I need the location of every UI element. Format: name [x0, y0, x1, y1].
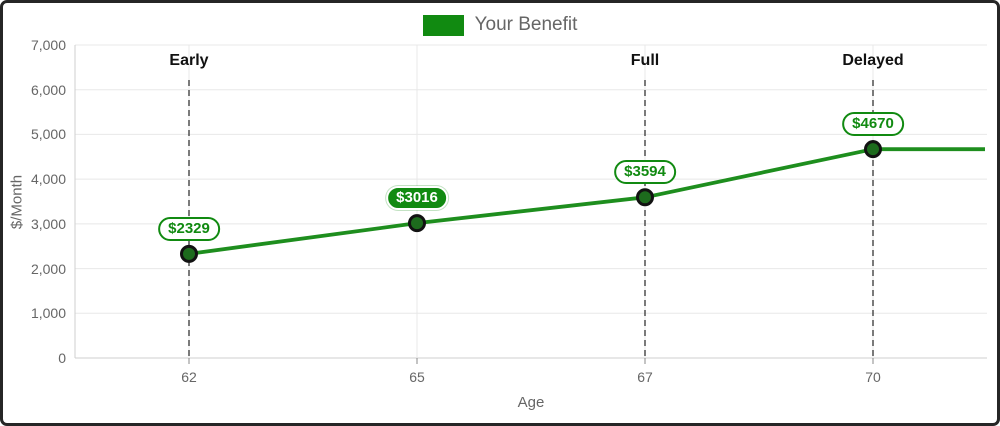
milestone-label-early: Early	[169, 52, 209, 69]
y-axis-title: $/Month	[8, 174, 26, 229]
data-point-age-67[interactable]	[636, 188, 654, 207]
x-tick-label: 67	[637, 369, 653, 385]
value-label-pill-age-67[interactable]: $3594	[614, 160, 676, 185]
x-axis-title: Age	[517, 394, 545, 411]
y-tick-label: 6,000	[30, 81, 66, 98]
y-tick-label: 5,000	[30, 126, 66, 143]
benefit-line	[188, 147, 985, 256]
x-tick-label: 70	[865, 369, 881, 385]
value-label-pill-age-62[interactable]: $2329	[158, 216, 220, 241]
data-point-age-70[interactable]	[864, 140, 882, 159]
legend-label: Your Benefit	[474, 14, 578, 35]
x-tick-label: 65	[409, 369, 425, 385]
x-tick-label: 62	[181, 369, 197, 385]
y-tick-label: 7,000	[30, 37, 66, 53]
y-tick-label: 3,000	[30, 215, 66, 232]
data-point-age-62[interactable]	[180, 244, 198, 263]
y-tick-label: 1,000	[30, 305, 66, 322]
value-label-pill-age-70[interactable]: $4670	[842, 112, 904, 137]
chart-canvas	[74, 44, 987, 364]
legend-swatch-icon	[422, 14, 464, 36]
milestone-label-full: Full	[630, 52, 660, 69]
y-tick-label: 0	[58, 350, 66, 366]
y-tick-label: 4,000	[30, 171, 66, 188]
value-label-pill-age-65[interactable]: $3016	[386, 186, 448, 211]
y-tick-label: 2,000	[30, 260, 66, 277]
milestone-label-delayed: Delayed	[842, 52, 904, 69]
legend-item-your-benefit[interactable]: Your Benefit	[3, 12, 997, 38]
data-point-age-65[interactable]	[408, 214, 426, 233]
chart-area: 0 1,000 2,000 3,000 4,000 5,000 6,000 7,000 62 65…	[3, 3, 997, 423]
